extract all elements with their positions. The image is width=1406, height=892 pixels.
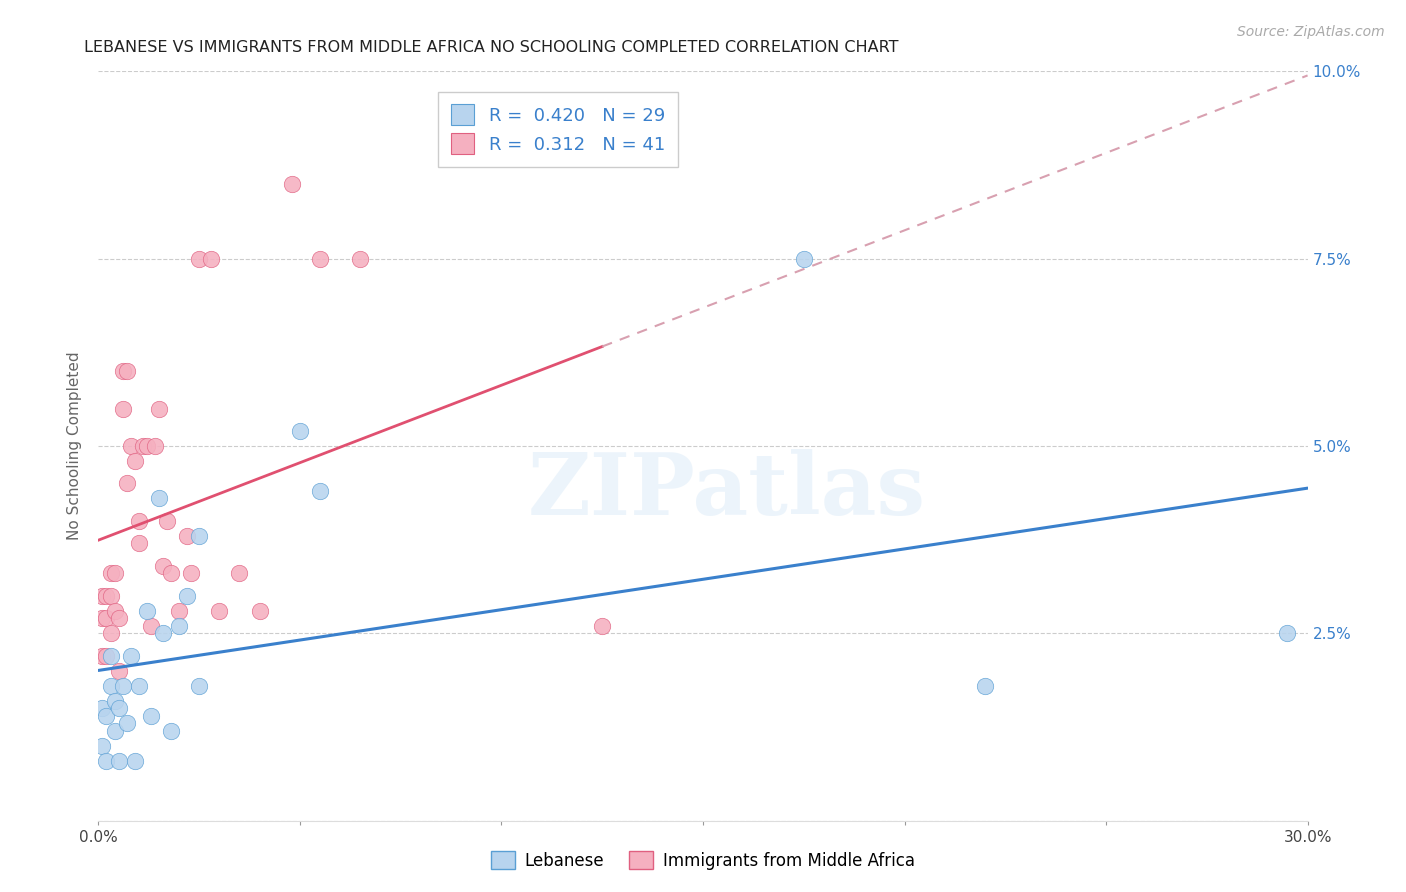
Point xyxy=(309,483,332,498)
Point xyxy=(139,708,162,723)
Point xyxy=(156,514,179,528)
Point xyxy=(152,558,174,573)
Legend: R =  0.420   N = 29, R =  0.312   N = 41: R = 0.420 N = 29, R = 0.312 N = 41 xyxy=(439,92,678,167)
Point xyxy=(135,604,157,618)
Point xyxy=(91,589,114,603)
Point xyxy=(120,648,142,663)
Point xyxy=(128,514,150,528)
Point xyxy=(160,723,183,738)
Point xyxy=(228,566,250,581)
Point xyxy=(115,716,138,731)
Point xyxy=(793,252,815,266)
Point xyxy=(91,739,114,753)
Point xyxy=(103,604,125,618)
Point xyxy=(152,626,174,640)
Point xyxy=(100,589,122,603)
Point xyxy=(167,619,190,633)
Point xyxy=(1277,626,1299,640)
Text: Source: ZipAtlas.com: Source: ZipAtlas.com xyxy=(1237,25,1385,39)
Point xyxy=(111,401,134,416)
Point xyxy=(591,619,613,633)
Point xyxy=(176,529,198,543)
Point xyxy=(103,723,125,738)
Point xyxy=(148,401,170,416)
Point xyxy=(91,648,114,663)
Point xyxy=(349,252,371,266)
Point xyxy=(100,626,122,640)
Legend: Lebanese, Immigrants from Middle Africa: Lebanese, Immigrants from Middle Africa xyxy=(485,845,921,877)
Point xyxy=(288,424,311,438)
Point xyxy=(115,364,138,378)
Point xyxy=(176,589,198,603)
Point xyxy=(200,252,222,266)
Point xyxy=(107,664,129,678)
Point xyxy=(91,701,114,715)
Point xyxy=(143,439,166,453)
Point xyxy=(111,364,134,378)
Point xyxy=(124,454,146,468)
Point xyxy=(96,648,118,663)
Point xyxy=(167,604,190,618)
Point xyxy=(91,611,114,625)
Point xyxy=(107,701,129,715)
Point xyxy=(309,252,332,266)
Point xyxy=(128,536,150,550)
Point xyxy=(249,604,271,618)
Point xyxy=(281,177,304,191)
Point xyxy=(188,679,211,693)
Point xyxy=(96,708,118,723)
Point xyxy=(188,252,211,266)
Point xyxy=(96,589,118,603)
Text: LEBANESE VS IMMIGRANTS FROM MIDDLE AFRICA NO SCHOOLING COMPLETED CORRELATION CHA: LEBANESE VS IMMIGRANTS FROM MIDDLE AFRIC… xyxy=(84,40,898,55)
Point xyxy=(128,679,150,693)
Point xyxy=(115,476,138,491)
Point xyxy=(107,754,129,768)
Point xyxy=(188,529,211,543)
Point xyxy=(100,648,122,663)
Point xyxy=(148,491,170,506)
Point xyxy=(120,439,142,453)
Point xyxy=(139,619,162,633)
Point xyxy=(132,439,155,453)
Point xyxy=(135,439,157,453)
Text: ZIPatlas: ZIPatlas xyxy=(529,449,927,533)
Point xyxy=(100,679,122,693)
Point xyxy=(96,611,118,625)
Point xyxy=(208,604,231,618)
Point xyxy=(107,611,129,625)
Point xyxy=(180,566,202,581)
Point xyxy=(100,566,122,581)
Point xyxy=(124,754,146,768)
Point xyxy=(974,679,997,693)
Point xyxy=(103,566,125,581)
Point xyxy=(111,679,134,693)
Point xyxy=(160,566,183,581)
Point xyxy=(103,694,125,708)
Point xyxy=(96,754,118,768)
Y-axis label: No Schooling Completed: No Schooling Completed xyxy=(66,351,82,541)
